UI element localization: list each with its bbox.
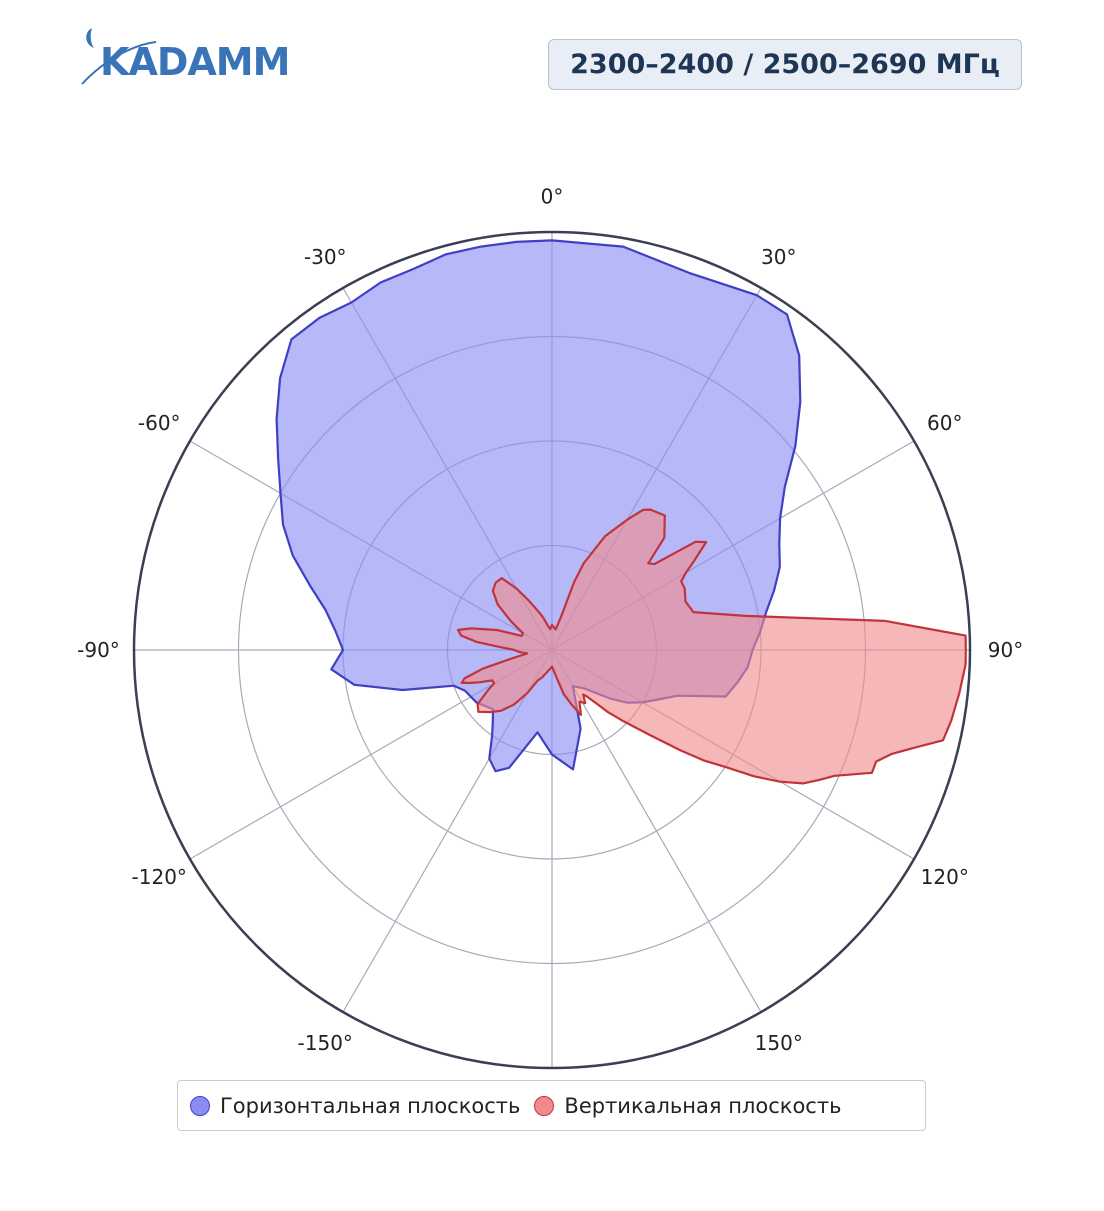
angular-tick-label: -120° [132, 865, 187, 889]
brand-logo: KADAMM [78, 26, 290, 92]
legend-swatch-vertical [534, 1095, 555, 1116]
angular-tick-label: 60° [927, 411, 962, 435]
legend-label-horizontal: Горизонтальная плоскость [220, 1093, 521, 1118]
legend: Горизонтальная плоскость Вертикальная пл… [177, 1080, 926, 1131]
angular-tick-label: -90° [77, 638, 120, 662]
frequency-badge: 2300–2400 / 2500–2690 МГц [548, 39, 1022, 90]
angular-tick-label: -150° [298, 1031, 353, 1055]
legend-item-horizontal[interactable]: Горизонтальная плоскость [190, 1094, 520, 1118]
polar-series [275, 239, 967, 785]
angular-tick-label: 0° [541, 184, 564, 208]
frequency-badge-text: 2300–2400 / 2500–2690 МГц [570, 49, 1000, 80]
series-vertical-area [456, 508, 967, 785]
angular-tick-label: 90° [988, 638, 1023, 662]
angular-tick-label: 30° [761, 245, 796, 269]
angular-tick-label: -30° [304, 245, 347, 269]
logo-text: KADAMM [100, 40, 290, 84]
angular-grid-line [551, 649, 762, 1013]
angular-tick-label: 120° [921, 865, 969, 889]
angular-tick-label: 150° [755, 1031, 803, 1055]
angular-tick-label: -60° [138, 411, 181, 435]
polar-outer-ring [132, 230, 972, 1070]
legend-swatch-horizontal [190, 1095, 210, 1116]
logo-swoosh-icon [81, 28, 157, 85]
legend-label-vertical: Вертикальная плоскость [564, 1093, 842, 1118]
angular-tick-labels: 0° 30° 60° 90° 120° 150° -150° -120° -90° -60° -30… [77, 184, 1023, 1054]
legend-item-vertical[interactable]: Вертикальная плоскость [534, 1094, 841, 1118]
polar-frame [132, 230, 972, 1070]
